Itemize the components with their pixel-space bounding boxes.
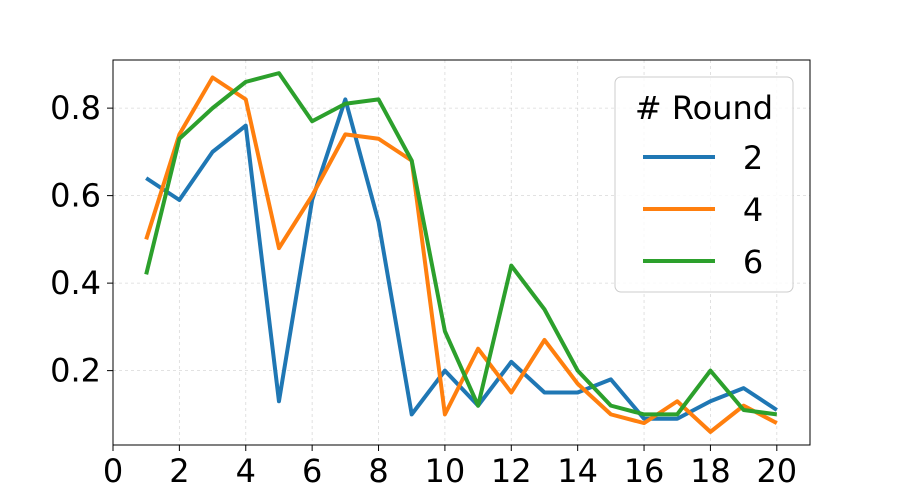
y-axis: 0.2 0.4 0.6 0.8 <box>50 89 113 390</box>
x-tick-label: 20 <box>756 452 797 490</box>
series-layer <box>144 71 778 434</box>
y-tick-label: 0.8 <box>50 89 101 127</box>
legend-box <box>614 76 794 293</box>
y-tick-label: 0.2 <box>50 352 101 390</box>
legend-label-4: 4 <box>743 191 763 229</box>
legend-label-2: 2 <box>743 139 763 177</box>
legend-items: 2 4 6 <box>643 139 763 281</box>
legend: # Round 2 4 6 <box>614 76 794 293</box>
x-tick-label: 10 <box>425 452 466 490</box>
x-tick-label: 4 <box>236 452 256 490</box>
x-tick-label: 16 <box>624 452 665 490</box>
series-line-4 <box>144 75 778 434</box>
series-line-6 <box>144 71 778 417</box>
y-tick-label: 0.6 <box>50 177 101 215</box>
x-tick-label: 0 <box>103 452 123 490</box>
series-line-2 <box>145 97 778 421</box>
y-tick-label: 0.4 <box>50 264 101 302</box>
x-tick-label: 12 <box>491 452 532 490</box>
x-tick-label: 6 <box>302 452 322 490</box>
plot-area-frame <box>112 59 811 446</box>
x-tick-label: 2 <box>169 452 189 490</box>
legend-label-6: 6 <box>743 243 763 281</box>
legend-title: # Round <box>635 89 773 127</box>
x-axis: 0 2 4 6 8 10 12 14 16 18 20 <box>103 445 797 490</box>
x-tick-label: 8 <box>368 452 388 490</box>
x-tick-label: 18 <box>690 452 731 490</box>
x-tick-label: 14 <box>557 452 598 490</box>
